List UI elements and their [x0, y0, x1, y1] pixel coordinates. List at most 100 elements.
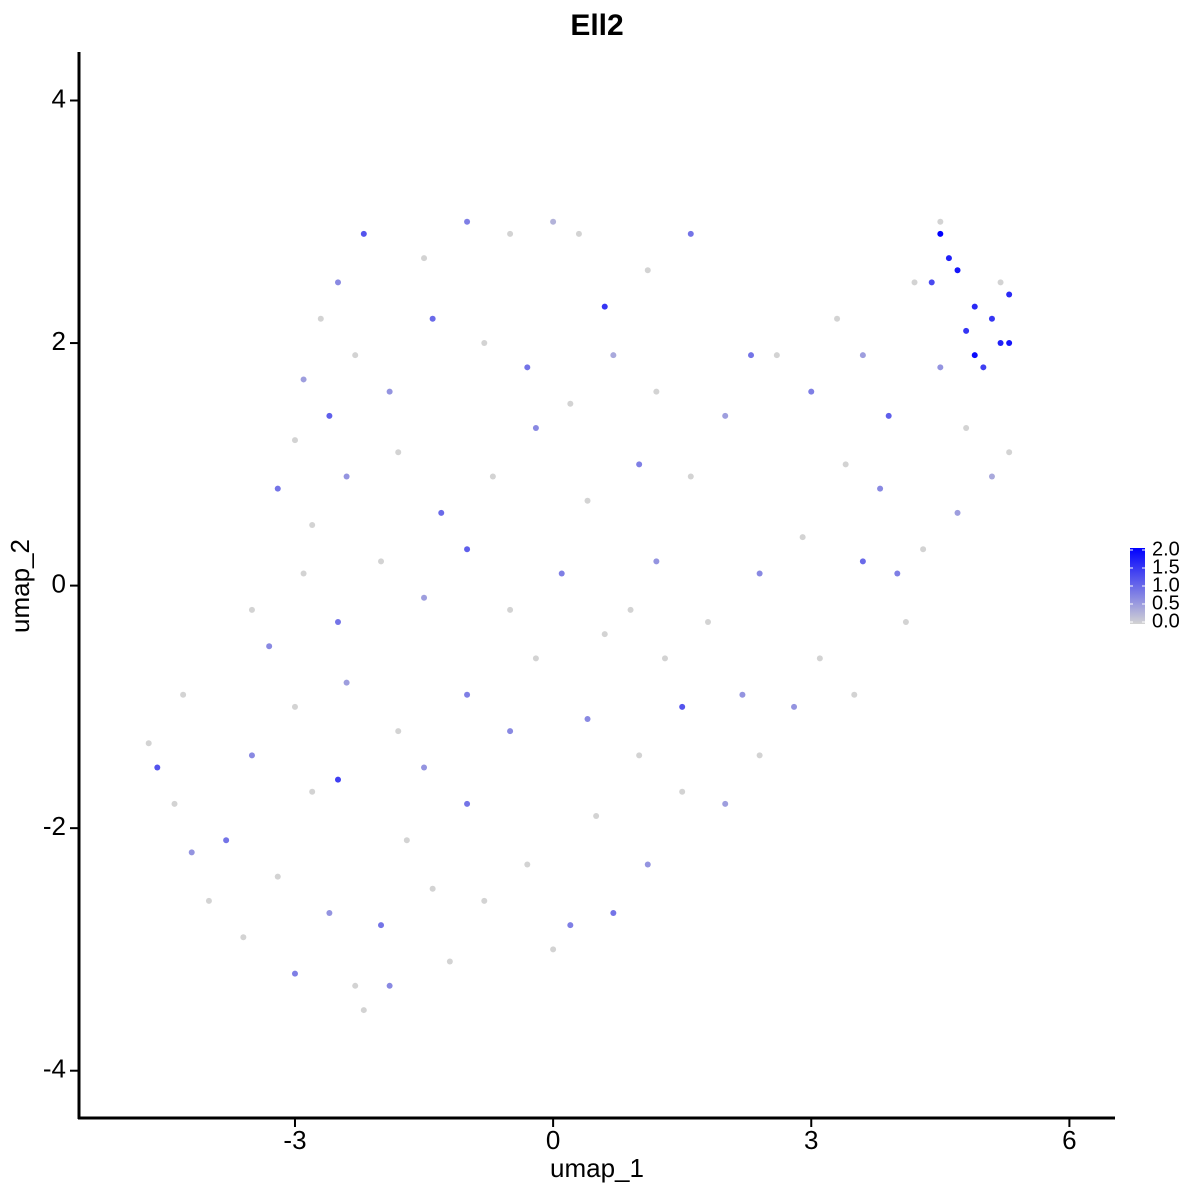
point — [343, 473, 350, 480]
point — [945, 255, 952, 262]
colorbar-label: 1.5 — [1152, 556, 1180, 578]
point — [756, 752, 763, 759]
point — [971, 352, 978, 359]
point — [481, 340, 488, 347]
point — [1006, 291, 1013, 298]
point — [980, 364, 987, 371]
point — [902, 618, 909, 625]
point — [877, 485, 884, 492]
point — [429, 315, 436, 322]
point — [335, 279, 341, 286]
point — [859, 352, 866, 359]
point — [309, 788, 316, 795]
point — [421, 594, 428, 601]
point — [550, 946, 557, 953]
point — [386, 388, 393, 395]
point — [429, 885, 436, 892]
point — [507, 728, 514, 735]
point — [464, 691, 471, 698]
point — [309, 521, 316, 528]
point — [653, 388, 660, 395]
point — [954, 267, 961, 274]
point — [507, 606, 514, 613]
point — [464, 546, 471, 553]
point — [154, 764, 161, 771]
point — [326, 412, 333, 419]
point — [360, 230, 367, 237]
point — [352, 982, 359, 989]
colorbar-label: 0.5 — [1152, 592, 1180, 614]
points — [145, 218, 1013, 1014]
x-axis-label: umap_1 — [550, 1153, 644, 1183]
point — [205, 897, 212, 904]
colorbar-label: 0.0 — [1152, 610, 1180, 632]
point — [507, 230, 514, 237]
point — [739, 691, 746, 698]
point — [885, 412, 892, 419]
point — [756, 570, 763, 577]
point — [1006, 340, 1013, 347]
point — [300, 570, 307, 577]
point — [446, 958, 453, 965]
point — [816, 655, 823, 662]
y-tick-label: -4 — [43, 1054, 66, 1084]
point — [291, 970, 298, 977]
point — [524, 364, 531, 371]
point — [188, 849, 195, 856]
point — [274, 873, 281, 880]
point — [937, 218, 944, 225]
point — [291, 437, 298, 444]
point — [360, 1007, 367, 1014]
point — [378, 558, 385, 565]
point — [180, 691, 187, 698]
point — [610, 910, 617, 917]
point — [928, 279, 935, 286]
point — [584, 716, 591, 723]
point — [997, 340, 1004, 347]
point — [644, 267, 651, 274]
point — [335, 618, 341, 625]
point — [679, 703, 686, 710]
point — [773, 352, 780, 359]
point — [248, 752, 255, 759]
point — [464, 218, 471, 225]
point — [799, 534, 806, 541]
point — [937, 364, 944, 371]
point — [687, 230, 694, 237]
point — [438, 509, 445, 516]
point — [601, 631, 608, 638]
point — [378, 922, 385, 929]
point — [266, 643, 273, 650]
point — [653, 558, 660, 565]
y-tick-label: -2 — [43, 811, 66, 841]
point — [971, 303, 978, 310]
point — [248, 606, 255, 613]
point — [291, 703, 298, 710]
point — [636, 461, 643, 468]
point — [911, 279, 918, 286]
point — [567, 400, 574, 407]
point — [627, 606, 634, 613]
point — [421, 764, 428, 771]
x-tick-label: 6 — [1062, 1125, 1076, 1155]
point — [240, 934, 247, 941]
point — [954, 509, 961, 516]
point — [575, 230, 582, 237]
x-tick-label: -3 — [283, 1125, 306, 1155]
point — [988, 315, 995, 322]
point — [920, 546, 927, 553]
point — [894, 570, 901, 577]
point — [842, 461, 849, 468]
point — [722, 800, 729, 807]
point — [421, 255, 428, 262]
point — [567, 922, 574, 929]
colorbar-label: 2.0 — [1152, 538, 1180, 560]
point — [481, 897, 488, 904]
x-tick-label: 3 — [804, 1125, 818, 1155]
point — [705, 618, 711, 625]
point — [584, 497, 591, 504]
point — [661, 655, 668, 662]
point — [963, 327, 970, 334]
point — [403, 837, 410, 844]
